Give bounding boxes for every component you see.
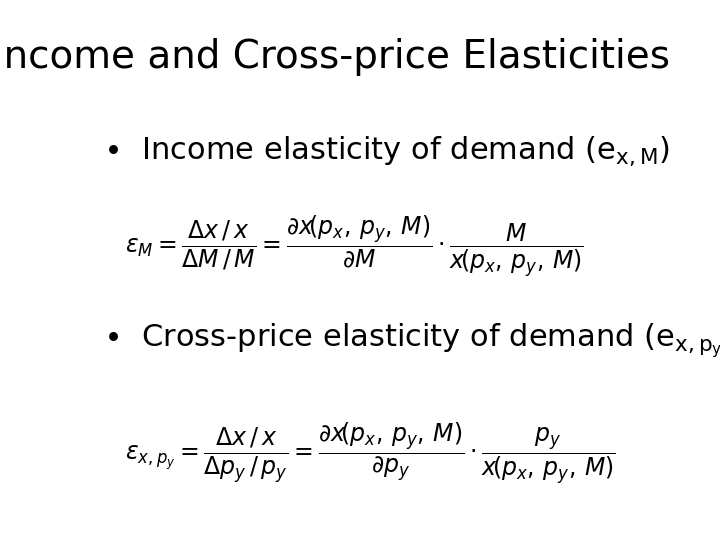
Text: $\varepsilon_{x,p_y} = \dfrac{\Delta x\,/\,x}{\Delta p_y\,/\,p_y} = \dfrac{\part: $\varepsilon_{x,p_y} = \dfrac{\Delta x\,… bbox=[125, 421, 616, 487]
Text: $\varepsilon_{M} = \dfrac{\Delta x\,/\,x}{\Delta M\,/\,M} = \dfrac{\partial x\!\: $\varepsilon_{M} = \dfrac{\Delta x\,/\,x… bbox=[125, 213, 584, 279]
Text: Income and Cross-price Elasticities: Income and Cross-price Elasticities bbox=[0, 38, 670, 76]
Text: $\bullet$  Income elasticity of demand (e$_{\mathregular{x,M}}$): $\bullet$ Income elasticity of demand (e… bbox=[104, 134, 670, 168]
Text: $\bullet$  Cross-price elasticity of demand (e$_{\mathregular{x,p_y}}$): $\bullet$ Cross-price elasticity of dema… bbox=[104, 321, 720, 360]
